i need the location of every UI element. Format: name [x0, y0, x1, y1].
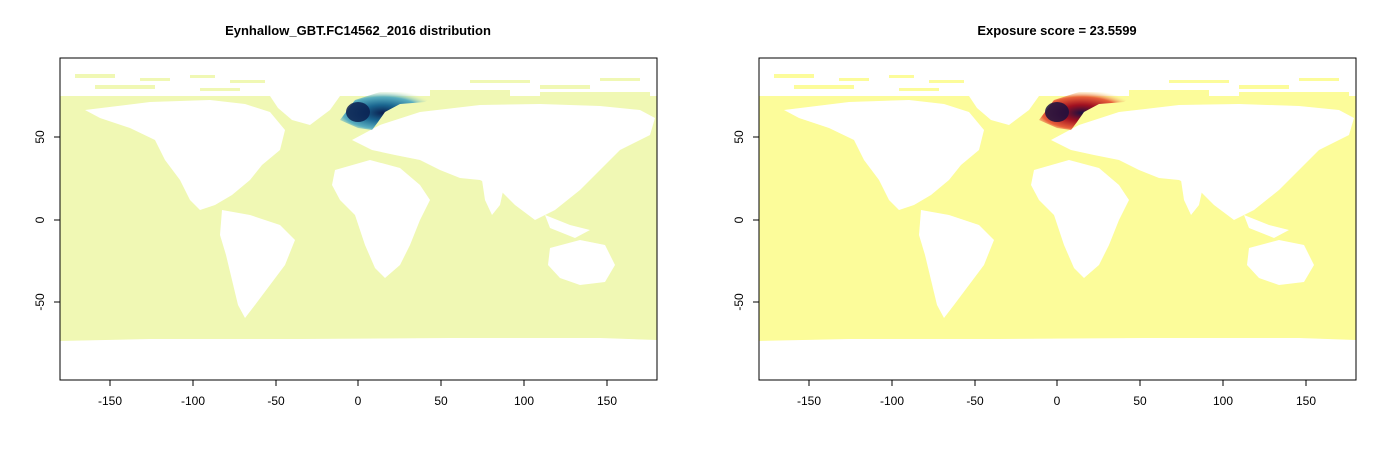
land-1	[60, 74, 657, 345]
x-tick-label: 150	[1296, 394, 1316, 408]
x-tick-label: 0	[355, 394, 362, 408]
x-tick-label: -150	[797, 394, 821, 408]
y-tick-label: 50	[732, 130, 746, 144]
map-panel-1: Eynhallow_GBT.FC14562_2016 distribution	[33, 23, 658, 408]
y-axis-1	[54, 136, 61, 303]
plot-area-2	[758, 57, 1357, 381]
y-tick-label: -50	[33, 293, 47, 311]
x-axis-1	[109, 379, 608, 386]
arctic-fringe-2	[774, 74, 1349, 96]
arctic-fringe-1	[75, 74, 650, 96]
x-tick-label: 0	[1054, 394, 1061, 408]
y-tick-labels-1: -50 0 50	[33, 130, 47, 311]
chart-title-2: Exposure score = 23.5599	[977, 23, 1136, 38]
y-tick-label: -50	[732, 293, 746, 311]
hotspot-core-2	[1045, 102, 1069, 122]
plot-area-1	[59, 57, 658, 381]
y-tick-labels-2: -50 0 50	[732, 130, 746, 311]
map-panel-2: Exposure score = 23.5599	[732, 23, 1357, 408]
y-axis-2	[753, 136, 760, 303]
y-tick-label: 50	[33, 130, 47, 144]
x-tick-label: -50	[267, 394, 285, 408]
x-tick-label: -100	[181, 394, 205, 408]
y-tick-label: 0	[732, 216, 746, 223]
x-tick-labels-1: -150 -100 -50 0 50 100 150	[98, 394, 617, 408]
y-tick-label: 0	[33, 216, 47, 223]
x-tick-label: 50	[434, 394, 448, 408]
x-tick-label: -150	[98, 394, 122, 408]
x-tick-label: 150	[597, 394, 617, 408]
x-axis-2	[808, 379, 1307, 386]
x-tick-labels-2: -150 -100 -50 0 50 100 150	[797, 394, 1316, 408]
chart-title-1: Eynhallow_GBT.FC14562_2016 distribution	[225, 23, 491, 38]
hotspot-core-1	[346, 102, 370, 122]
x-tick-label: 100	[1213, 394, 1233, 408]
land-2	[759, 74, 1356, 345]
x-tick-label: -100	[880, 394, 904, 408]
x-tick-label: -50	[966, 394, 984, 408]
x-tick-label: 100	[514, 394, 534, 408]
x-tick-label: 50	[1133, 394, 1147, 408]
